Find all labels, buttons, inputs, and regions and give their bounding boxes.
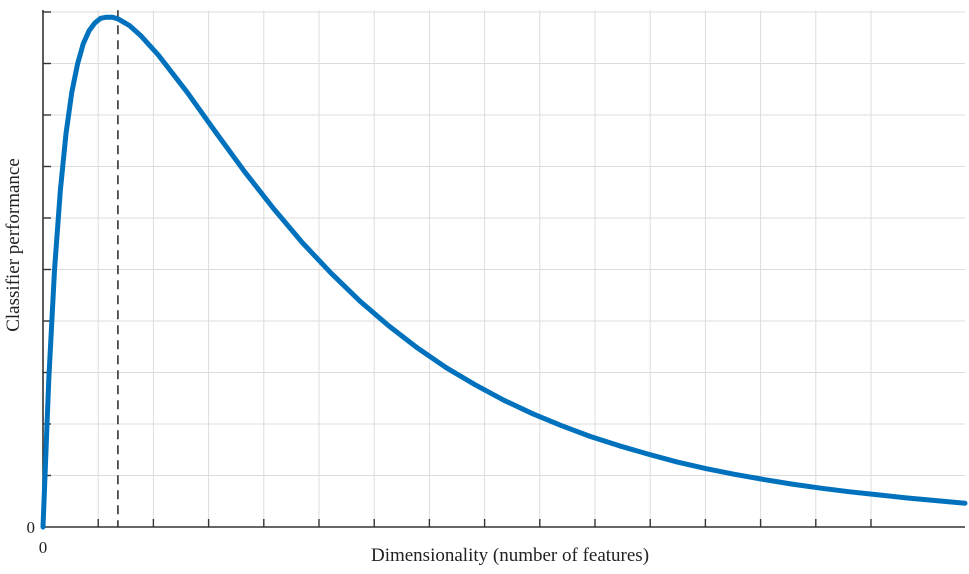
series-layer — [40, 14, 968, 530]
performance-curve — [40, 14, 968, 530]
y-tick-label: 0 — [27, 518, 36, 537]
grid — [43, 10, 965, 527]
x-tick-label: 0 — [39, 538, 48, 557]
tick-labels: 00 — [27, 518, 48, 557]
x-axis-label: Dimensionality (number of features) — [370, 545, 650, 566]
y-axis-label: Classifier performance — [3, 158, 24, 332]
axes — [42, 10, 965, 528]
